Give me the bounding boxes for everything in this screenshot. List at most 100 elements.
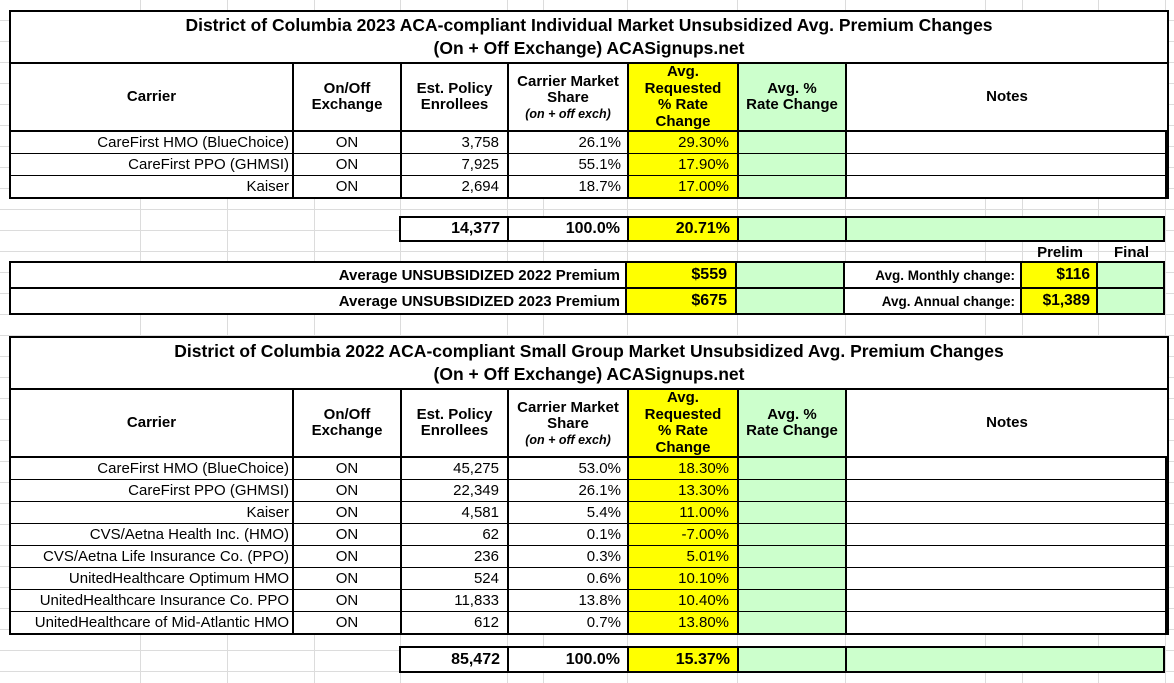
- individual-market-table: District of Columbia 2023 ACA-compliant …: [9, 10, 1169, 199]
- requested-rate-cell: 10.40%: [629, 590, 739, 611]
- notes-cell: [847, 590, 1167, 611]
- carrier-cell: UnitedHealthcare Insurance Co. PPO: [11, 590, 294, 611]
- table-row: Kaiser ON 2,694 18.7% 17.00%: [11, 176, 1167, 197]
- requested-rate-cell: 11.00%: [629, 502, 739, 523]
- market-share-column-header: Carrier Market Share (on + off exch): [509, 64, 629, 130]
- avg-rate-cell: [739, 502, 847, 523]
- exchange-cell: ON: [294, 568, 402, 589]
- notes-cell: [847, 458, 1167, 479]
- enrollees-column-header: Est. Policy Enrollees: [402, 390, 509, 456]
- enrollees-column-header: Est. Policy Enrollees: [402, 64, 509, 130]
- table-row: CVS/Aetna Health Inc. (HMO) ON 62 0.1% -…: [11, 524, 1167, 546]
- total-avg-rate-cell: [739, 218, 845, 240]
- notes-column-header: Notes: [986, 87, 1028, 105]
- market-share-header-note: (on + off exch): [525, 432, 611, 447]
- avg-rate-cell: [739, 612, 847, 633]
- enrollees-cell: 3,758: [402, 132, 509, 153]
- notes-cell: [847, 568, 1167, 589]
- carrier-cell: UnitedHealthcare Optimum HMO: [11, 568, 294, 589]
- carrier-cell: CareFirst PPO (GHMSI): [11, 154, 294, 175]
- individual-total-row: 14,377 100.0% 20.71%: [399, 216, 847, 242]
- change-prelim-value-cell: $116: [1022, 263, 1098, 287]
- notes-cell: [847, 546, 1167, 567]
- carrier-cell: Kaiser: [11, 502, 294, 523]
- notes-column-header: Notes: [986, 413, 1028, 431]
- avg-rate-column-header: Avg. % Rate Change: [739, 390, 847, 456]
- market-share-header-label: Carrier Market Share: [517, 398, 619, 432]
- carrier-cell: CVS/Aetna Health Inc. (HMO): [11, 524, 294, 545]
- requested-rate-cell: 17.00%: [629, 176, 739, 197]
- notes-cell: [847, 176, 1167, 197]
- exchange-cell: ON: [294, 480, 402, 501]
- exchange-cell: ON: [294, 546, 402, 567]
- requested-rate-cell: 5.01%: [629, 546, 739, 567]
- premium-label: Average UNSUBSIDIZED 2023 Premium: [11, 289, 627, 313]
- table-title-line2: (On + Off Exchange) ACASignups.net: [433, 364, 745, 384]
- market-share-column-header: Carrier Market Share (on + off exch): [509, 390, 629, 456]
- carrier-column-header: Carrier: [11, 390, 294, 456]
- enrollees-cell: 11,833: [402, 590, 509, 611]
- premium-value-cell: $559: [627, 263, 737, 287]
- market-share-cell: 0.6%: [509, 568, 629, 589]
- final-column-label: Final: [1113, 243, 1149, 261]
- enrollees-cell: 45,275: [402, 458, 509, 479]
- carrier-cell: CVS/Aetna Life Insurance Co. (PPO): [11, 546, 294, 567]
- exchange-cell: ON: [294, 176, 402, 197]
- change-final-value-cell: [1098, 263, 1163, 287]
- change-prelim-value-cell: $1,389: [1022, 289, 1098, 313]
- market-share-cell: 53.0%: [509, 458, 629, 479]
- enrollees-cell: 2,694: [402, 176, 509, 197]
- table-row: CareFirst HMO (BlueChoice) ON 3,758 26.1…: [11, 132, 1167, 154]
- table-row: UnitedHealthcare of Mid-Atlantic HMO ON …: [11, 612, 1167, 633]
- table-row: CareFirst HMO (BlueChoice) ON 45,275 53.…: [11, 458, 1167, 480]
- carrier-cell: CareFirst HMO (BlueChoice): [11, 132, 294, 153]
- enrollees-cell: 4,581: [402, 502, 509, 523]
- total-requested-rate-cell: 20.71%: [629, 218, 739, 240]
- header-row: Carrier On/Off Exchange Est. Policy Enro…: [11, 63, 1167, 132]
- avg-rate-cell: [739, 590, 847, 611]
- requested-rate-cell: 18.30%: [629, 458, 739, 479]
- avg-rate-cell: [739, 568, 847, 589]
- exchange-cell: ON: [294, 154, 402, 175]
- premium-value-cell: $675: [627, 289, 737, 313]
- total-requested-rate-cell: 15.37%: [629, 648, 739, 671]
- premium-final-cell: [737, 263, 845, 287]
- market-share-cell: 26.1%: [509, 132, 629, 153]
- requested-rate-cell: -7.00%: [629, 524, 739, 545]
- exchange-column-header: On/Off Exchange: [294, 390, 402, 456]
- market-share-cell: 18.7%: [509, 176, 629, 197]
- enrollees-cell: 22,349: [402, 480, 509, 501]
- requested-rate-column-header: Avg. Requested % Rate Change: [629, 389, 739, 456]
- requested-rate-cell: 13.80%: [629, 612, 739, 633]
- notes-cell: [847, 502, 1167, 523]
- notes-cell: [847, 154, 1167, 175]
- summary-row: Average UNSUBSIDIZED 2023 Premium $675 A…: [11, 289, 1163, 313]
- summary-row: Average UNSUBSIDIZED 2022 Premium $559 A…: [11, 263, 1163, 289]
- total-enrollees-cell: 14,377: [401, 218, 509, 240]
- avg-rate-cell: [739, 524, 847, 545]
- market-share-cell: 0.7%: [509, 612, 629, 633]
- header-row: Carrier On/Off Exchange Est. Policy Enro…: [11, 389, 1167, 458]
- small-group-total-notes-cell: [845, 646, 1165, 673]
- table-row: UnitedHealthcare Optimum HMO ON 524 0.6%…: [11, 568, 1167, 590]
- requested-rate-cell: 17.90%: [629, 154, 739, 175]
- avg-rate-cell: [739, 546, 847, 567]
- exchange-cell: ON: [294, 458, 402, 479]
- enrollees-cell: 7,925: [402, 154, 509, 175]
- requested-rate-cell: 13.30%: [629, 480, 739, 501]
- enrollees-cell: 524: [402, 568, 509, 589]
- individual-total-notes-cell: [845, 216, 1165, 242]
- exchange-cell: ON: [294, 132, 402, 153]
- change-final-value-cell: [1098, 289, 1163, 313]
- avg-rate-cell: [739, 458, 847, 479]
- change-label: Avg. Monthly change:: [845, 263, 1022, 287]
- premium-final-cell: [737, 289, 845, 313]
- enrollees-cell: 236: [402, 546, 509, 567]
- notes-cell: [847, 480, 1167, 501]
- enrollees-cell: 62: [402, 524, 509, 545]
- table-title: District of Columbia 2023 ACA-compliant …: [11, 12, 1167, 64]
- table-title-line1: District of Columbia 2022 ACA-compliant …: [174, 341, 1004, 361]
- market-share-cell: 0.3%: [509, 546, 629, 567]
- total-avg-rate-cell: [739, 648, 845, 671]
